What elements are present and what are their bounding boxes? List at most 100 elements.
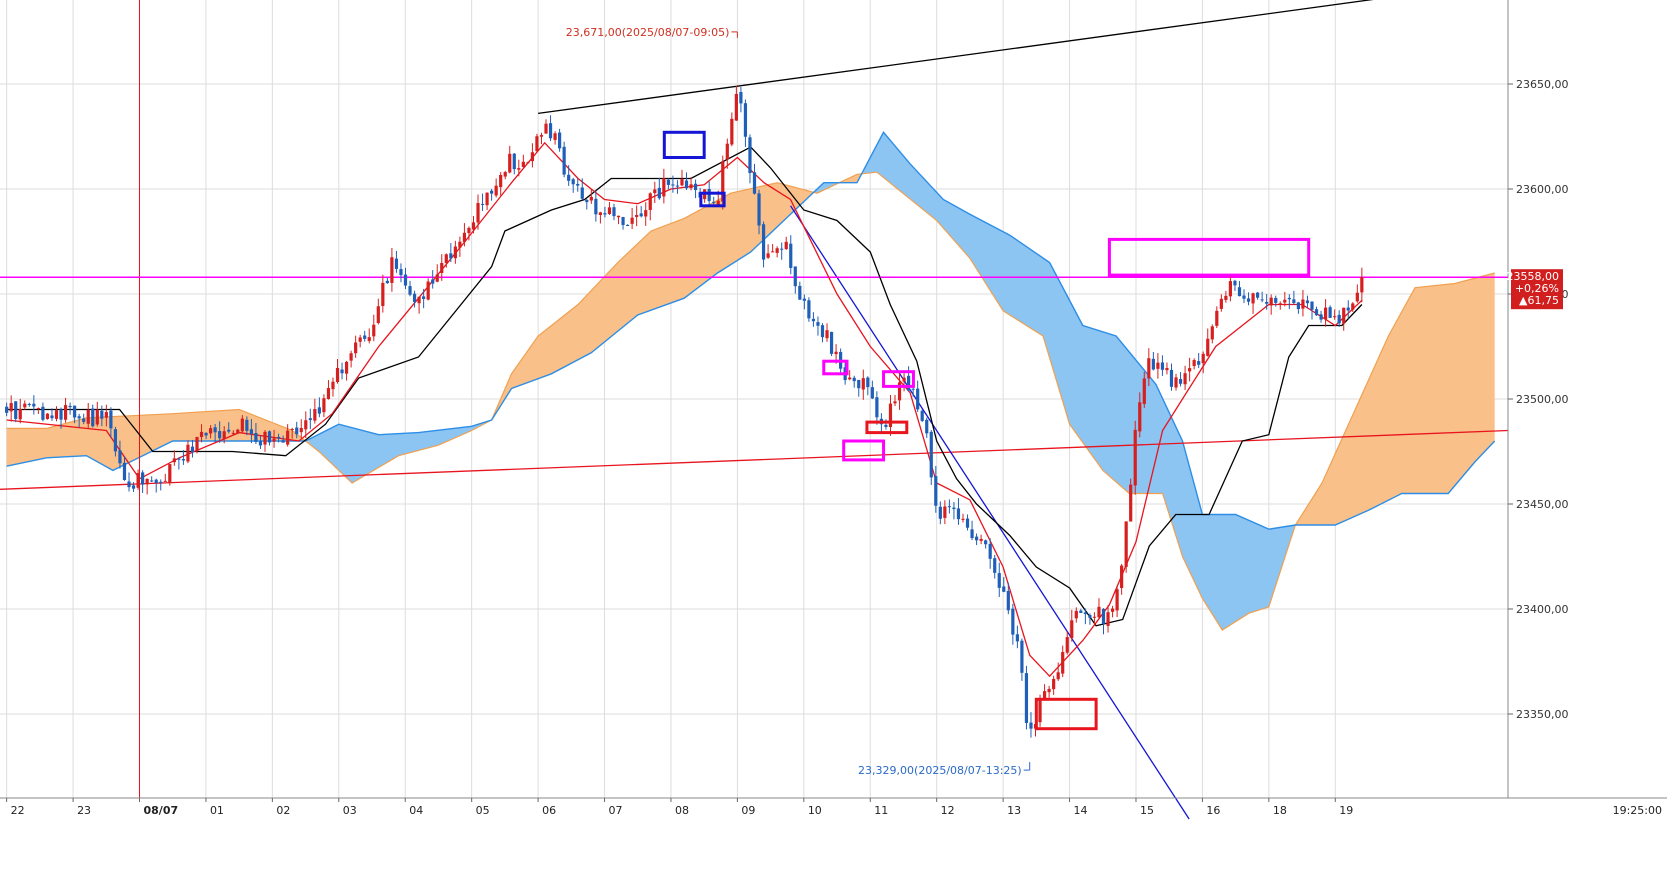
candle-body xyxy=(752,172,757,194)
candle-body xyxy=(453,246,457,259)
price-tick-label: 23500,00 xyxy=(1516,393,1569,406)
candle-body xyxy=(974,536,979,541)
time-tick-label: 04 xyxy=(409,804,423,817)
candle-body xyxy=(1246,298,1251,302)
high-price-annotation: 23,671,00(2025/08/07-09:05) xyxy=(566,26,730,39)
candle-body xyxy=(444,254,448,264)
candle-body xyxy=(748,137,752,174)
candle-body xyxy=(1020,640,1024,673)
candle-body xyxy=(1138,402,1142,432)
candle-body xyxy=(104,412,108,418)
time-tick-label: 06 xyxy=(542,804,556,817)
candle-body xyxy=(1346,307,1350,311)
time-tick-label: 18 xyxy=(1273,804,1287,817)
pink-box-3 xyxy=(842,439,886,462)
candle-body xyxy=(403,274,408,286)
candle-body xyxy=(1165,368,1169,371)
annotation-boxes[interactable] xyxy=(662,130,1311,731)
candle-body xyxy=(1065,637,1069,653)
candle-body xyxy=(159,481,163,483)
candle-body xyxy=(970,529,974,539)
candle-body xyxy=(422,296,426,299)
candle-body xyxy=(639,213,643,217)
candle-body xyxy=(1002,586,1006,592)
kijun-sen-line xyxy=(6,146,1363,627)
candle-body xyxy=(136,473,140,488)
candle-body xyxy=(494,185,498,196)
candle-body xyxy=(476,203,480,223)
candle-body xyxy=(199,431,204,437)
ichimoku-cloud xyxy=(6,131,1496,631)
grid-lines xyxy=(0,0,1508,798)
candle-body xyxy=(1106,612,1110,626)
senkou-span-a-line xyxy=(6,171,1495,631)
candle-body xyxy=(331,381,335,390)
candle-body xyxy=(1115,589,1119,611)
candle-body xyxy=(1083,612,1087,615)
candle-body xyxy=(1169,369,1174,387)
candle-body xyxy=(358,337,362,342)
candle-body xyxy=(916,388,920,410)
candle-body xyxy=(866,377,870,388)
candle-body xyxy=(449,253,453,259)
candle-body xyxy=(893,401,897,404)
candle-body xyxy=(249,429,253,435)
candle-body xyxy=(902,377,906,382)
candle-body xyxy=(317,407,321,414)
candle-body xyxy=(644,210,648,217)
time-tick-label: 13 xyxy=(1007,804,1021,817)
candle-body xyxy=(1183,373,1187,385)
candle-body xyxy=(390,257,394,283)
candle-body xyxy=(1314,309,1319,316)
candle-body xyxy=(716,200,720,205)
candle-body xyxy=(1056,672,1060,680)
tenkan-sen-line xyxy=(6,141,1363,678)
candle-body xyxy=(834,351,838,355)
candle-body xyxy=(1323,307,1328,320)
candle-body xyxy=(32,403,36,407)
candle-body xyxy=(499,174,503,188)
candle-body xyxy=(829,331,834,354)
candle-body xyxy=(218,431,222,439)
candle-body xyxy=(349,353,353,361)
candle-body xyxy=(1287,297,1291,300)
candle-body xyxy=(1006,590,1010,611)
price-axis[interactable]: 23650,0023600,0023550,0023500,0023450,00… xyxy=(1507,0,1569,798)
candle-body xyxy=(1237,287,1242,297)
candle-body xyxy=(530,152,535,162)
candle-body xyxy=(63,405,68,420)
candle-body xyxy=(1101,608,1106,624)
candle-body xyxy=(512,153,516,170)
candle-body xyxy=(186,444,190,462)
candle-body xyxy=(576,183,580,186)
candle-body xyxy=(1319,314,1323,320)
candle-body xyxy=(1156,362,1160,369)
candle-body xyxy=(1047,688,1051,693)
candle-body xyxy=(580,187,584,199)
last-price-change-abs: ▲61,75 xyxy=(1519,294,1559,307)
time-axis[interactable]: 22 23 08/07 01 02 03 04 05 06 07 08 09 10 11 12 13 14 15 1… xyxy=(0,797,1667,817)
candle-body xyxy=(417,296,421,304)
candle-body xyxy=(684,180,689,189)
candle-body xyxy=(408,286,412,295)
candle-body xyxy=(666,179,670,185)
red-box-2 xyxy=(1034,697,1098,731)
candle-body xyxy=(1133,429,1137,486)
candle-body xyxy=(657,187,661,199)
pink-box-2 xyxy=(882,370,915,388)
candle-body xyxy=(943,506,947,518)
trend-lines[interactable] xyxy=(0,0,1509,820)
candle-body xyxy=(1110,608,1115,612)
candle-body xyxy=(725,143,729,160)
candle-body xyxy=(938,506,942,519)
candle-body xyxy=(548,123,553,139)
candle-body xyxy=(761,224,766,260)
time-tick-label: 03 xyxy=(343,804,357,817)
candle-body xyxy=(480,203,485,205)
candle-body xyxy=(1029,722,1033,729)
candle-body xyxy=(544,123,548,134)
kumo-bullish-area xyxy=(491,182,814,420)
candle-body xyxy=(848,377,852,380)
